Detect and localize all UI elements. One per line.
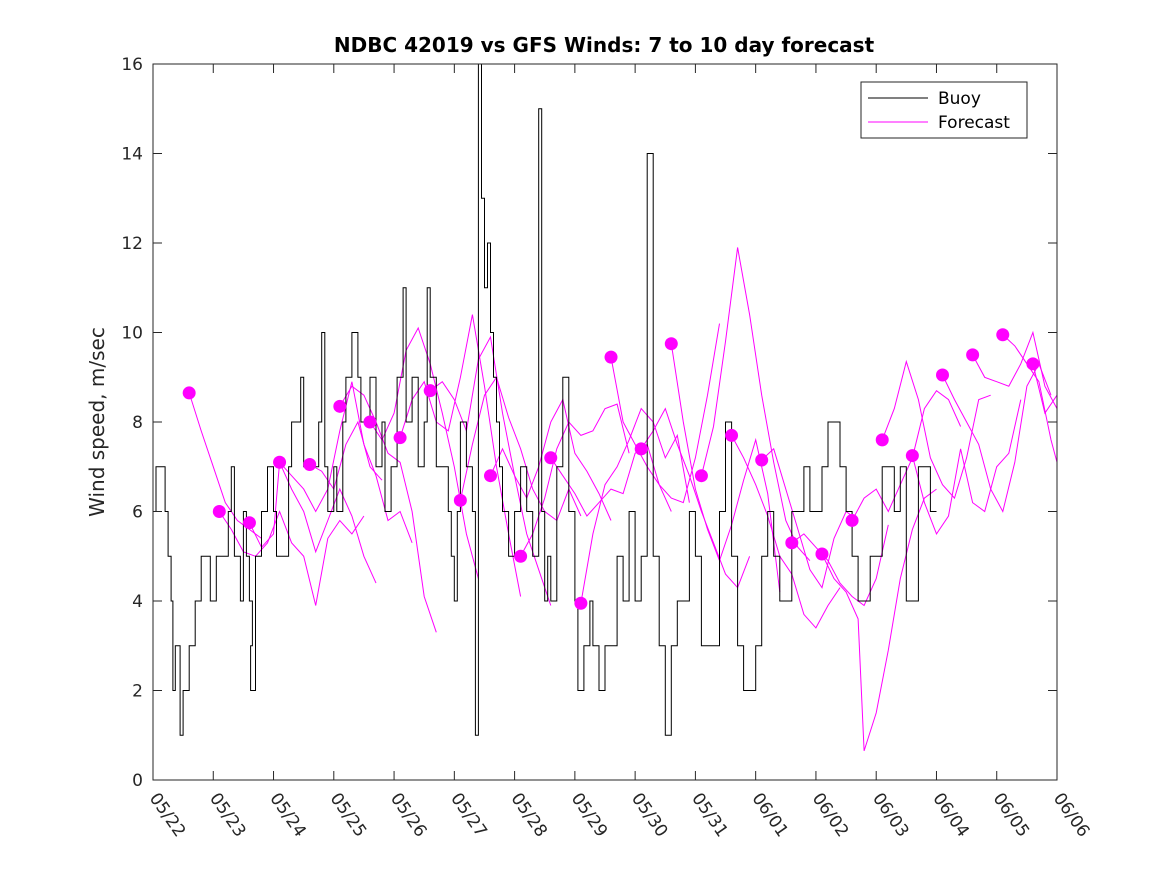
forecast-start-marker xyxy=(845,513,859,527)
forecast-line xyxy=(881,359,991,500)
forecast-start-marker xyxy=(935,368,949,382)
legend: Buoy Forecast xyxy=(860,81,1028,139)
forecast-start-marker xyxy=(966,348,980,362)
x-tick-label: 05/22 xyxy=(145,789,189,841)
forecast-line xyxy=(459,376,582,522)
forecast-line xyxy=(580,407,690,604)
forecast-start-markers xyxy=(182,328,1040,610)
forecast-start-marker xyxy=(694,469,708,483)
x-tick-label: 05/27 xyxy=(446,789,490,841)
forecast-start-marker xyxy=(725,428,739,442)
forecast-line xyxy=(429,335,552,606)
x-tick-label: 06/06 xyxy=(1049,789,1093,841)
forecast-line xyxy=(1032,363,1057,415)
forecast-start-marker xyxy=(785,536,799,550)
y-tick-label: 10 xyxy=(121,324,143,344)
forecast-start-marker xyxy=(242,516,256,530)
legend-forecast-label: Forecast xyxy=(938,113,1010,133)
forecast-start-marker xyxy=(755,453,769,467)
x-tick-label: 06/03 xyxy=(868,789,912,841)
forecast-line xyxy=(731,435,841,629)
x-tick-label: 05/26 xyxy=(386,789,430,841)
forecast-line xyxy=(791,524,889,607)
forecast-start-marker xyxy=(574,596,588,610)
forecast-start-marker xyxy=(273,455,287,469)
forecast-start-marker xyxy=(453,493,467,507)
forecast-line xyxy=(279,462,377,584)
x-tick-label: 05/29 xyxy=(567,789,611,841)
x-tick-label: 05/24 xyxy=(265,789,309,841)
forecast-start-marker xyxy=(303,458,317,472)
forecast-start-marker xyxy=(514,549,528,563)
forecast-start-marker xyxy=(363,415,377,429)
forecast-start-marker xyxy=(393,431,407,445)
forecast-start-marker xyxy=(604,350,618,364)
forecast-line xyxy=(309,420,383,491)
forecast-line xyxy=(761,447,859,589)
forecast-start-marker xyxy=(905,449,919,463)
forecast-series-group xyxy=(188,247,1057,752)
x-tick-label: 06/04 xyxy=(928,789,972,841)
x-tick-label: 05/23 xyxy=(205,789,249,841)
x-tick-label: 05/28 xyxy=(507,789,551,841)
y-tick-label: 0 xyxy=(132,771,143,791)
forecast-start-marker xyxy=(182,386,196,400)
x-tick-label: 05/31 xyxy=(687,789,731,841)
forecast-start-marker xyxy=(996,328,1010,342)
forecast-line xyxy=(640,407,751,589)
y-tick-label: 12 xyxy=(121,234,143,254)
buoy-line xyxy=(153,64,937,736)
x-tick-label: 06/05 xyxy=(989,789,1033,841)
y-tick-label: 8 xyxy=(132,413,143,433)
forecast-line xyxy=(821,488,937,752)
forecast-start-marker xyxy=(483,469,497,483)
legend-buoy-label: Buoy xyxy=(938,89,981,109)
forecast-line xyxy=(339,385,437,633)
y-tick-label: 2 xyxy=(132,682,143,702)
forecast-start-marker xyxy=(544,451,558,465)
forecast-start-marker xyxy=(815,547,829,561)
x-tick-label: 05/25 xyxy=(326,789,370,841)
y-tick-label: 4 xyxy=(132,592,143,612)
forecast-start-marker xyxy=(1026,357,1040,371)
forecast-line xyxy=(670,343,781,593)
forecast-start-marker xyxy=(664,337,678,351)
forecast-line xyxy=(911,399,1022,535)
y-tick-label: 6 xyxy=(132,503,143,523)
y-tick-label: 16 xyxy=(121,55,143,75)
forecast-start-marker xyxy=(875,433,889,447)
y-tick-label: 14 xyxy=(121,145,143,165)
forecast-line xyxy=(490,398,612,521)
forecast-start-marker xyxy=(333,399,347,413)
forecast-line xyxy=(610,323,720,504)
forecast-start-marker xyxy=(423,384,437,398)
x-tick-label: 06/02 xyxy=(808,789,852,841)
legend-box xyxy=(860,81,1028,139)
forecast-start-marker xyxy=(212,505,226,518)
forecast-start-marker xyxy=(634,442,648,456)
forecast-line xyxy=(399,314,522,597)
y-axis-label: Wind speed, m/sec xyxy=(85,327,109,517)
forecast-line xyxy=(972,330,1057,409)
x-tick-label: 05/30 xyxy=(627,789,671,841)
forecast-line xyxy=(1002,334,1057,463)
buoy-series-group xyxy=(153,64,937,736)
chart-title: NDBC 42019 vs GFS Winds: 7 to 10 day for… xyxy=(334,33,875,57)
forecast-line xyxy=(942,362,1052,513)
x-tick-label: 06/01 xyxy=(748,789,792,841)
forecast-line xyxy=(188,392,262,539)
forecast-line xyxy=(550,443,672,517)
